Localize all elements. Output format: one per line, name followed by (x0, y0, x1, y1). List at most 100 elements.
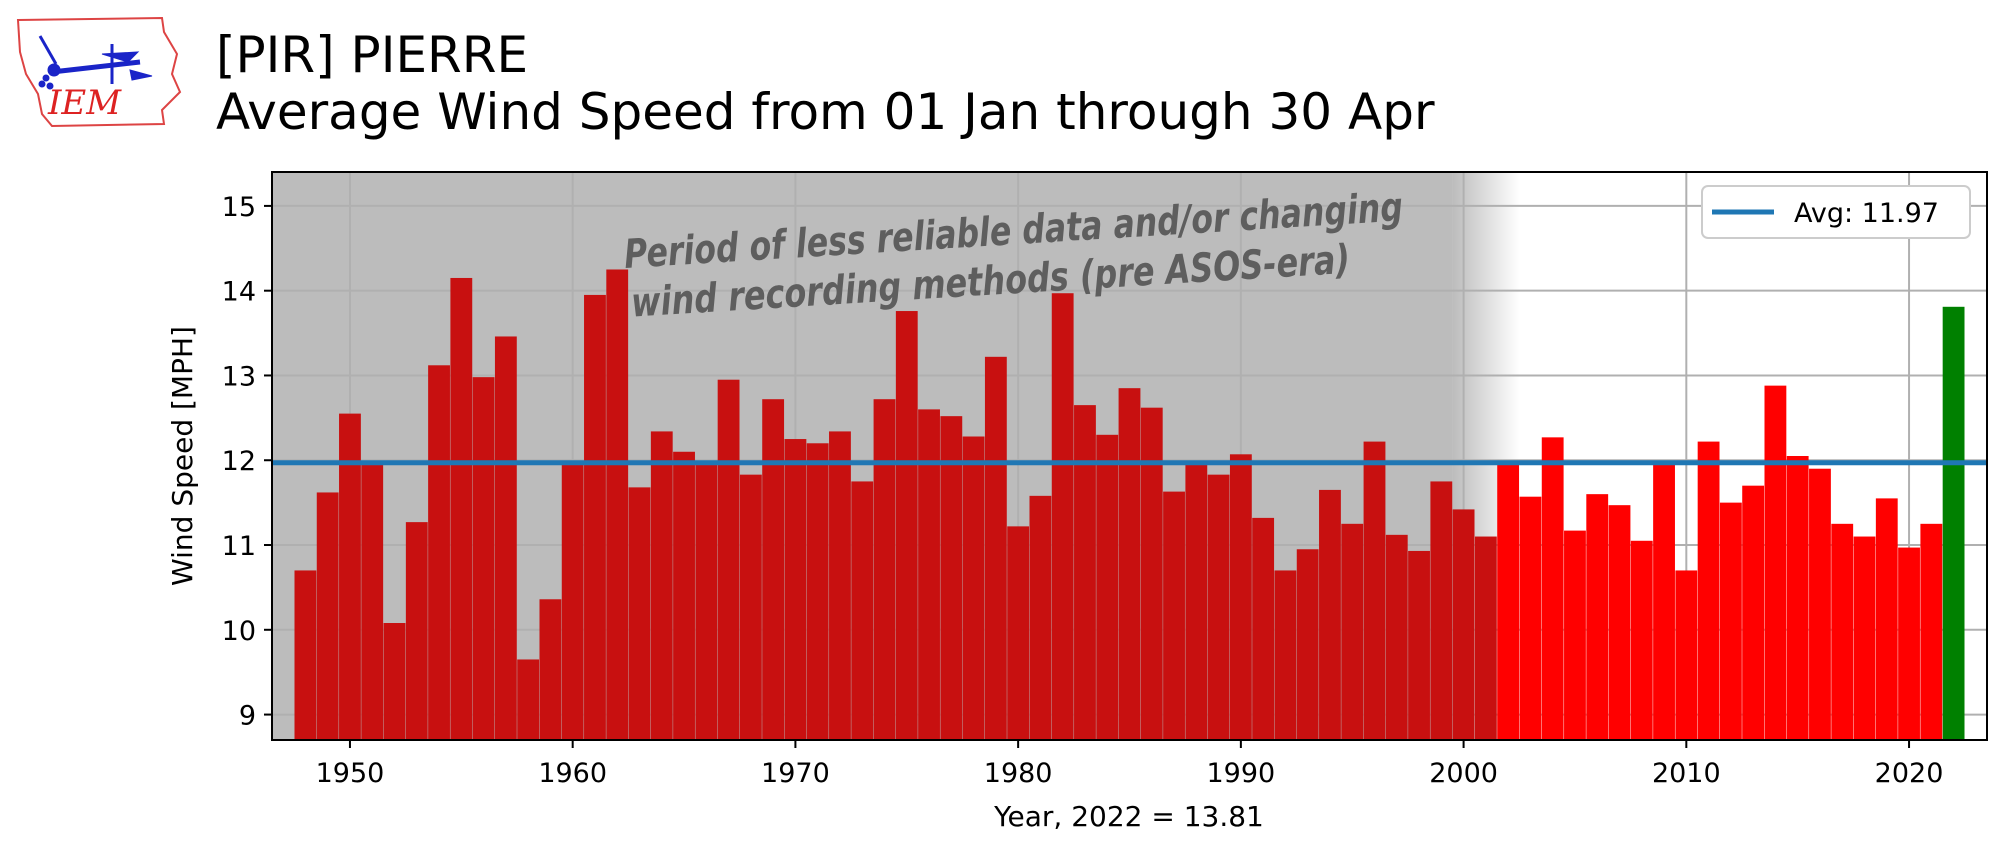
x-tick-label: 1980 (984, 758, 1053, 789)
bar-2004 (1541, 437, 1564, 740)
bar-1974 (873, 399, 896, 740)
bar-2019 (1875, 498, 1898, 740)
bar-1948 (294, 570, 317, 740)
bar-1964 (650, 431, 673, 740)
bar-1954 (428, 365, 450, 740)
y-tick-label: 10 (222, 616, 256, 647)
bar-1965 (673, 451, 695, 740)
bar-2008 (1630, 540, 1653, 740)
chart-title-description: Average Wind Speed from 01 Jan through 3… (216, 83, 1435, 141)
bar-2000 (1452, 509, 1475, 740)
x-tick-label: 1990 (1207, 758, 1276, 789)
bar-1984 (1096, 434, 1119, 740)
bar-1950 (339, 413, 361, 740)
bar-2009 (1653, 462, 1675, 740)
x-axis-ticks: 1950 1960 1970 1980 1990 2000 2010 2020 (316, 740, 1944, 789)
bar-1977 (940, 416, 963, 740)
y-tick-label: 13 (222, 361, 256, 392)
bar-1971 (806, 443, 829, 740)
bar-1973 (851, 481, 874, 740)
bar-1959 (539, 599, 562, 740)
bar-1962 (606, 269, 629, 740)
bar-2001 (1474, 536, 1497, 740)
x-tick-label: 2010 (1652, 758, 1721, 789)
bar-1994 (1319, 489, 1341, 740)
bar-1983 (1074, 405, 1096, 740)
bar-2006 (1586, 494, 1609, 740)
bar-2012 (1719, 502, 1742, 740)
x-axis-label: Year, 2022 = 13.81 (993, 800, 1264, 833)
bar-1952 (383, 623, 406, 740)
bar-1982 (1051, 293, 1074, 740)
y-tick-label: 11 (222, 531, 256, 562)
bar-2010 (1675, 570, 1698, 740)
bar-1989 (1207, 474, 1230, 740)
bar-1963 (628, 487, 651, 740)
bar-1988 (1185, 462, 1208, 740)
plot-frame (271, 171, 1988, 741)
bar-2005 (1564, 530, 1586, 740)
bar-1997 (1385, 534, 1408, 740)
bar-2007 (1608, 505, 1631, 740)
bar-1953 (405, 522, 428, 740)
bar-1999 (1430, 481, 1453, 740)
bar-1955 (450, 277, 473, 740)
bar-1957 (494, 336, 517, 740)
y-axis-label: Wind Speed [MPH] (166, 326, 199, 586)
bar-2016 (1809, 468, 1831, 740)
bar-1970 (784, 439, 807, 740)
bar-1951 (361, 462, 384, 740)
y-tick-label: 14 (222, 277, 256, 308)
bar-1972 (829, 431, 851, 740)
logo-text: IEM (47, 83, 122, 123)
bar-2020 (1898, 547, 1920, 740)
legend: Avg: 11.97 (1701, 185, 1971, 239)
legend-box (1701, 185, 1971, 239)
bar-1996 (1363, 441, 1386, 740)
bar-1987 (1163, 491, 1185, 740)
bar-1980 (1007, 526, 1030, 740)
bar-1961 (584, 294, 606, 740)
x-tick-label: 2000 (1429, 758, 1498, 789)
bar-1986 (1140, 407, 1163, 740)
y-axis-ticks: 9 10 11 12 13 14 15 (222, 192, 272, 732)
bar-2002 (1497, 462, 1520, 740)
bar-1969 (762, 399, 785, 740)
bar-2013 (1742, 485, 1765, 740)
bar-2017 (1831, 523, 1854, 740)
bar-1968 (739, 474, 762, 740)
bar-1985 (1118, 388, 1141, 740)
bar-2003 (1519, 496, 1542, 740)
iowa-state-outline (16, 16, 182, 128)
bar-1990 (1229, 454, 1252, 740)
y-tick-label: 15 (222, 192, 256, 223)
bar-2018 (1853, 536, 1876, 740)
x-tick-label: 2020 (1875, 758, 1944, 789)
bar-1958 (517, 659, 540, 740)
iem-logo: IEM (16, 16, 182, 128)
bar-2022 (1942, 306, 1965, 740)
bar-1975 (895, 311, 918, 740)
bar-1960 (561, 462, 584, 740)
x-tick-label: 1950 (316, 758, 385, 789)
chart-title-station: [PIR] PIERRE (216, 26, 529, 84)
bar-2015 (1786, 456, 1809, 740)
bar-1949 (316, 492, 339, 740)
legend-avg-label: Avg: 11.97 (1794, 198, 1939, 229)
bar-1981 (1029, 495, 1052, 740)
bar-1966 (695, 462, 718, 740)
bar-1976 (918, 409, 940, 740)
bar-1998 (1408, 550, 1430, 740)
bar-2021 (1920, 523, 1943, 740)
y-tick-label: 9 (239, 701, 256, 732)
bar-1967 (717, 379, 740, 740)
bar-1995 (1341, 523, 1364, 740)
bar-1956 (472, 377, 495, 740)
x-tick-label: 1960 (538, 758, 607, 789)
bar-1993 (1296, 549, 1319, 740)
bar-1979 (984, 356, 1007, 740)
bar-1991 (1252, 517, 1275, 740)
bars (294, 269, 1965, 740)
y-tick-label: 12 (222, 446, 256, 477)
